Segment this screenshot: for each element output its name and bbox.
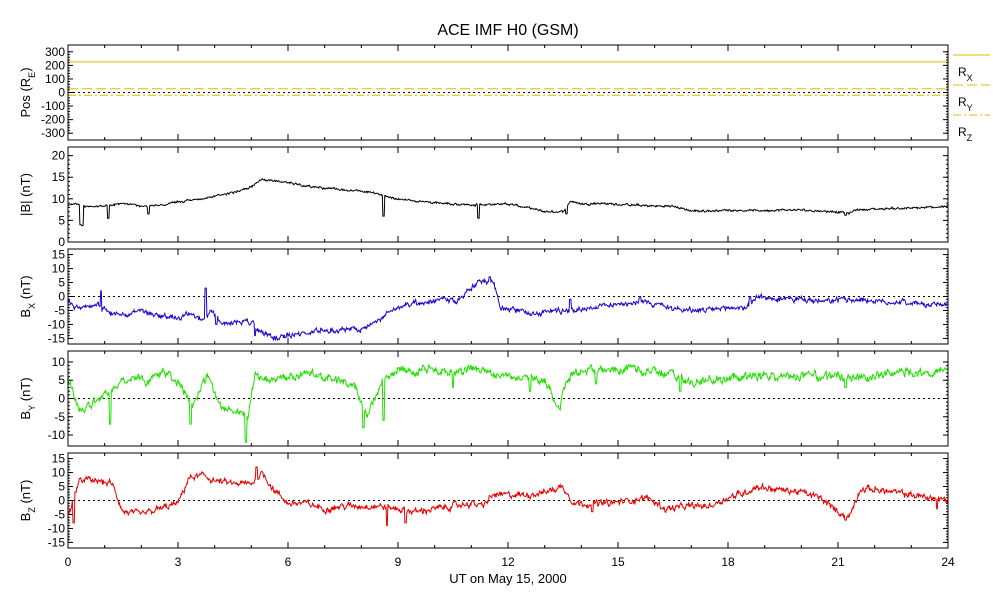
bx-ytick-label: 0 — [58, 290, 65, 304]
bx-ytick-label: -15 — [48, 331, 66, 345]
pos-ytick-label: 200 — [45, 58, 65, 72]
pos-ylabel-end: ) — [18, 67, 33, 71]
pos-ylabel-main: Pos (R — [18, 78, 33, 118]
bz-ytick-label: -10 — [48, 521, 66, 535]
x-tick-label: 12 — [501, 555, 515, 569]
bx-ytick-label: -5 — [54, 303, 65, 317]
bz-ylabel-end: (nT) — [18, 480, 33, 507]
pos-ytick-label: -300 — [41, 126, 65, 140]
x-tick-label: 18 — [721, 555, 735, 569]
by-ytick-label: -10 — [48, 428, 66, 442]
series-line-bx — [67, 276, 949, 342]
legend-label-sub: Z — [967, 133, 973, 143]
legend-label-sub: Y — [967, 103, 973, 113]
bt-ytick-label: 0 — [58, 235, 65, 249]
x-tick-label: 24 — [941, 555, 955, 569]
bx-ytick-label: 10 — [52, 262, 66, 276]
x-tick-label: 6 — [285, 555, 292, 569]
legend-label-sub: X — [967, 73, 973, 83]
x-axis-label: UT on May 15, 2000 — [449, 571, 567, 586]
series-line-bt — [67, 177, 949, 227]
bz-ytick-label: 10 — [52, 466, 66, 480]
by-ylabel: BY (nT) — [18, 377, 37, 419]
bx-ytick-label: 15 — [52, 248, 66, 262]
legend-label-rz: RZ — [958, 125, 973, 143]
legend-label-main: R — [958, 125, 967, 139]
bz-panel-frame — [67, 452, 949, 549]
pos-ytick-label: -100 — [41, 99, 65, 113]
pos-ytick-label: 100 — [45, 72, 65, 86]
bz-ylabel-sub: Z — [27, 507, 37, 513]
bt-ytick-label: 15 — [52, 170, 66, 184]
pos-ylabel-sub: E — [27, 72, 37, 78]
by-ylabel-sub: Y — [27, 405, 37, 411]
bz-ytick-label: 5 — [58, 480, 65, 494]
legend-label-ry: RY — [958, 95, 973, 113]
bx-ytick-label: 5 — [58, 276, 65, 290]
by-ytick-label: 10 — [52, 355, 66, 369]
bt-panel-frame — [67, 146, 949, 243]
pos-ytick-label: -200 — [41, 113, 65, 127]
by-panel-frame — [67, 350, 949, 447]
bz-ytick-label: 0 — [58, 494, 65, 508]
bx-ylabel-sub: X — [27, 303, 37, 309]
legend-label-main: R — [958, 95, 967, 109]
bt-ylabel-main: |B| (nT) — [18, 173, 33, 216]
legend-label-rx: RX — [958, 65, 973, 83]
bz-ytick-label: -15 — [48, 535, 66, 549]
bx-panel-frame — [67, 248, 949, 345]
x-tick-label: 15 — [611, 555, 625, 569]
x-tick-label: 0 — [65, 555, 72, 569]
by-ylabel-main: B — [18, 411, 33, 420]
x-tick-label: 9 — [395, 555, 402, 569]
pos-ylabel: Pos (RE) — [18, 67, 37, 117]
legend-label-main: R — [958, 65, 967, 79]
pos-ytick-label: 300 — [45, 45, 65, 59]
by-ytick-label: 5 — [58, 373, 65, 387]
bx-ylabel: BX (nT) — [18, 275, 37, 317]
x-tick-label: 21 — [831, 555, 845, 569]
series-line-by — [67, 363, 949, 443]
by-ytick-label: -5 — [54, 410, 65, 424]
bx-ylabel-end: (nT) — [18, 275, 33, 302]
bt-ytick-label: 10 — [52, 192, 66, 206]
x-tick-label: 3 — [175, 555, 182, 569]
by-ylabel-end: (nT) — [18, 377, 33, 404]
pos-ytick-label: 0 — [58, 86, 65, 100]
bx-ylabel-main: B — [18, 309, 33, 318]
bt-ylabel: |B| (nT) — [18, 173, 33, 216]
bx-ytick-label: -10 — [48, 317, 66, 331]
series-line-bz — [67, 466, 949, 527]
by-ytick-label: 0 — [58, 392, 65, 406]
bz-ylabel-main: B — [18, 513, 33, 522]
pos-panel-frame — [67, 44, 949, 141]
bt-ytick-label: 20 — [52, 149, 66, 163]
bz-ytick-label: -5 — [54, 507, 65, 521]
chart-title: ACE IMF H0 (GSM) — [437, 22, 578, 39]
bz-ylabel: BZ (nT) — [18, 480, 37, 522]
bt-ytick-label: 5 — [58, 213, 65, 227]
bz-ytick-label: 15 — [52, 452, 66, 466]
